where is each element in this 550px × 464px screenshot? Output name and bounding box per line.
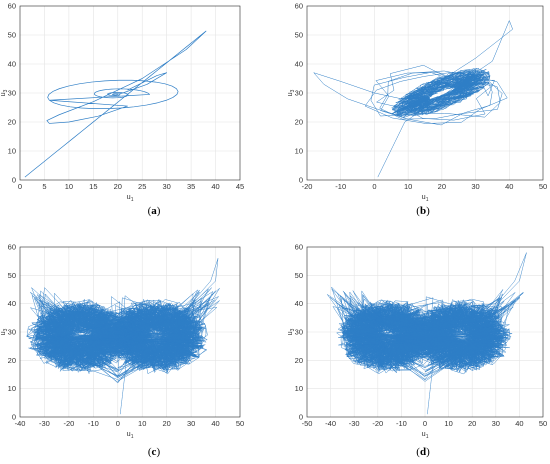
panel-c-axes-box (19, 246, 241, 418)
panel-a-ytick-label: 10 (8, 147, 16, 156)
panel-c: -40 -30 -20 -10 0 10 20 30 40 50 0 10 20 30 40 50 60 u1 u3 (0, 243, 244, 441)
panel-a-trajectory (24, 30, 207, 178)
panel-c-xtick-label: 10 (138, 419, 146, 428)
panel-c-xtick-label: -20 (63, 419, 74, 428)
panel-b-ytick-label: 60 (295, 2, 303, 11)
panel-a-xtick-label: 15 (89, 182, 97, 191)
panel-c-ytick-label: 0 (12, 413, 16, 422)
panel-c-ytick-label: 30 (8, 328, 16, 337)
panel-a-ytick-label: 20 (8, 118, 16, 127)
panel-a-ytick-label: 40 (8, 60, 16, 69)
panel-c-ytick-label: 40 (8, 299, 16, 308)
panel-c-trajectory (26, 258, 220, 415)
panel-b-xtick-label: 50 (539, 182, 547, 191)
panel-b-trajectory (313, 20, 513, 178)
panel-b-ytick-label: 50 (295, 31, 303, 40)
panel-a-xtick-label: 45 (236, 182, 244, 191)
panel-b-xtick-label: 10 (404, 182, 412, 191)
panel-d-ytick-label: 60 (295, 243, 303, 252)
panel-d: -50 -40 -30 -20 -10 0 10 20 30 40 50 0 10 20 30 40 50 60 u… (285, 243, 547, 441)
panel-b: -20 -10 0 10 20 30 40 50 0 10 20 30 40 50 60 u1 u3 (285, 2, 547, 204)
panel-b-xlabel: u1 (422, 192, 429, 203)
panel-d-xtick-label: 20 (468, 419, 476, 428)
panel-b-xtick-label: 30 (471, 182, 479, 191)
panel-b-axes-box (306, 5, 544, 181)
panel-a-xlabel: u1 (127, 192, 134, 203)
panel-b-xtick-label: 20 (438, 182, 446, 191)
panel-d-xtick-label: -20 (372, 419, 383, 428)
panel-c-ytick-label: 60 (8, 243, 16, 252)
panel-d-xtick-label: 30 (492, 419, 500, 428)
panel-c-xtick-label: 40 (211, 419, 219, 428)
panel-c-xtick-label: -10 (88, 419, 99, 428)
panel-d-trajectory (327, 252, 527, 415)
panel-d-xtick-label: 10 (444, 419, 452, 428)
panel-c-xtick-label: 30 (187, 419, 195, 428)
panel-b-ytick-label: 0 (299, 176, 303, 185)
panel-b-caption: (b) (416, 205, 430, 217)
panel-b-xtick-label: 0 (372, 182, 376, 191)
panel-d-xlabel: u1 (422, 429, 429, 440)
panel-b-ticks: -20 -10 0 10 20 30 40 50 0 10 20 30 40 50 60 u1 u3 (285, 2, 547, 204)
panel-b-ytick-label: 40 (295, 60, 303, 69)
panel-d-xtick-label: 50 (539, 419, 547, 428)
panel-a-grid (20, 6, 240, 180)
panel-c-xlabel: u1 (127, 429, 134, 440)
panel-a-ytick-label: 30 (8, 89, 16, 98)
panel-a-axes-box (19, 5, 241, 181)
panel-b-ytick-label: 10 (295, 147, 303, 156)
panel-a-xtick-label: 40 (211, 182, 219, 191)
panel-c-xtick-label: -40 (15, 419, 26, 428)
panel-d-ytick-label: 30 (295, 328, 303, 337)
panel-d-xtick-label: 40 (515, 419, 523, 428)
panel-d-caption: (d) (416, 446, 430, 458)
panel-d-axes-box (306, 246, 544, 418)
panel-a-xtick-label: 30 (162, 182, 170, 191)
panel-d-ytick-label: 20 (295, 356, 303, 365)
panel-a-ytick-label: 50 (8, 31, 16, 40)
panel-d-ytick-label: 50 (295, 271, 303, 280)
panel-c-ytick-label: 50 (8, 271, 16, 280)
panel-c-xtick-label: 50 (236, 419, 244, 428)
panel-a-xtick-label: 0 (18, 182, 22, 191)
panel-a-xtick-label: 10 (65, 182, 73, 191)
panel-d-xtick-label: -30 (349, 419, 360, 428)
panel-b-xtick-label: -10 (335, 182, 346, 191)
panel-c-ytick-label: 10 (8, 384, 16, 393)
panel-d-ytick-label: 40 (295, 299, 303, 308)
panel-b-xtick-label: 40 (505, 182, 513, 191)
panel-a-ylabel: u3 (0, 89, 9, 96)
panel-b-ytick-label: 30 (295, 89, 303, 98)
panel-d-ytick-label: 0 (299, 413, 303, 422)
panel-a-ytick-label: 60 (8, 2, 16, 11)
panel-d-ylabel: u3 (285, 328, 296, 335)
panel-d-xtick-label: -50 (302, 419, 313, 428)
panel-b-ylabel: u3 (285, 89, 296, 96)
panel-d-ytick-label: 10 (295, 384, 303, 393)
panel-c-ytick-label: 20 (8, 356, 16, 365)
panel-a-xtick-label: 35 (187, 182, 195, 191)
panel-a: 0 5 10 15 20 25 30 35 40 45 0 10 20 30 40 50 60 u1 u3 (0, 2, 244, 204)
panel-c-ticks: -40 -30 -20 -10 0 10 20 30 40 50 0 10 20 30 40 50 60 u1 u3 (0, 243, 244, 441)
panel-d-xtick-label: 0 (423, 419, 427, 428)
panel-c-xtick-label: 20 (162, 419, 170, 428)
panel-d-ticks: -50 -40 -30 -20 -10 0 10 20 30 40 50 0 10 20 30 40 50 60 u… (285, 243, 547, 441)
panel-c-ylabel: u3 (0, 328, 9, 335)
panel-c-caption: (c) (147, 446, 161, 458)
panel-a-xtick-label: 5 (42, 182, 46, 191)
panel-c-xtick-label: -30 (39, 419, 50, 428)
panel-a-xtick-label: 25 (138, 182, 146, 191)
panel-c-xtick-label: 0 (116, 419, 120, 428)
panel-b-ytick-label: 20 (295, 118, 303, 127)
panel-b-xtick-label: -20 (302, 182, 313, 191)
panel-a-xtick-label: 20 (114, 182, 122, 191)
panel-a-caption: (a) (147, 205, 161, 217)
panel-d-xtick-label: -40 (325, 419, 336, 428)
panel-a-ticks: 0 5 10 15 20 25 30 35 40 45 0 10 20 30 40 50 60 u1 u3 (0, 2, 244, 204)
panel-d-xtick-label: -10 (396, 419, 407, 428)
panel-a-ytick-label: 0 (12, 176, 16, 185)
